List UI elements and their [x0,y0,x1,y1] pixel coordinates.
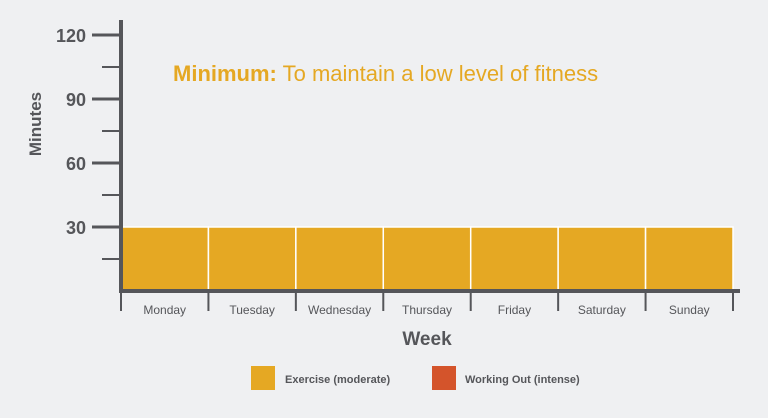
x-tick-label-sunday: Sunday [669,303,710,317]
y-tick-label: 90 [66,90,86,110]
x-tick-label-tuesday: Tuesday [229,303,275,317]
legend-label: Working Out (intense) [465,374,580,386]
legend-label: Exercise (moderate) [285,374,390,386]
bar-friday [469,226,559,292]
chart-title-rest: To maintain a low level of fitness [277,61,598,86]
bar-saturday [557,226,647,292]
legend-swatch [251,366,275,390]
bar-tuesday [207,226,297,292]
chart-title: Minimum: To maintain a low level of fitn… [173,61,598,86]
bars-layer [120,226,734,292]
bar-monday [120,226,210,292]
x-tick-label-thursday: Thursday [402,303,452,317]
x-tick-label-friday: Friday [498,303,531,317]
y-tick-label: 120 [56,26,86,46]
y-axis-title: Minutes [26,92,45,156]
bar-wednesday [295,226,385,292]
x-tick-label-monday: Monday [143,303,186,317]
bar-thursday [382,226,472,292]
chart-title-bold: Minimum: [173,61,277,86]
axes-layer [92,20,740,311]
legend-swatch [432,366,456,390]
labels-layer: 30 60 90 120 Monday Tuesday Wednesday Thursday F… [56,26,710,317]
x-tick-label-wednesday: Wednesday [308,303,371,317]
x-axis-title: Week [402,329,452,350]
bar-sunday [644,226,734,292]
y-tick-label: 60 [66,154,86,174]
y-tick-label: 30 [66,218,86,238]
legend: Exercise (moderate) Working Out (intense) [251,366,580,390]
x-tick-label-saturday: Saturday [578,303,626,317]
